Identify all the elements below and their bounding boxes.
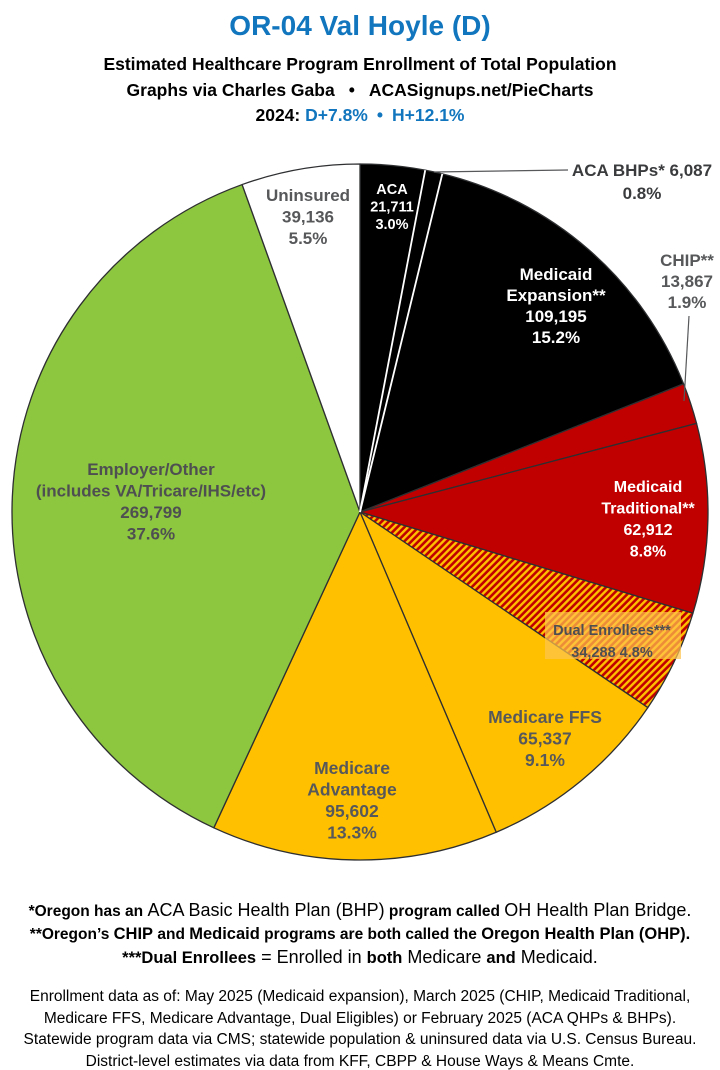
slice-label-chip: CHIP** 13,867 1.9% <box>660 251 714 312</box>
source-block: Enrollment data as of: May 2025 (Medicai… <box>0 986 720 1070</box>
pie-slice-employer-other <box>11 183 361 829</box>
partisan-year: 2024: <box>255 105 301 125</box>
credit-line: Graphs via Charles Gaba • ACASignups.net/P… <box>0 80 720 101</box>
footnote-bhp: *Oregon has an ACA Basic Health Plan (BH… <box>0 899 720 923</box>
credit-site: ACASignups.net/PieCharts <box>368 80 594 100</box>
slice-label-medicare-advantage: Medicare Advantage 95,602 13.3% <box>307 758 397 843</box>
footnote-segment: Medicaid. <box>515 947 598 967</box>
label-highlight-dual-enrollees <box>545 612 681 659</box>
slice-label-medicaid-traditional: Medicaid Traditional** 62,912 8.8% <box>601 479 695 561</box>
slice-separator <box>359 169 427 513</box>
pie-slice-uninsured <box>241 163 361 513</box>
page-title: OR-04 Val Hoyle (D) <box>229 10 491 41</box>
chart-subtitle: Estimated Healthcare Program Enrollment … <box>103 54 617 74</box>
slice-label-uninsured: Uninsured 39,136 5.5% <box>266 186 350 248</box>
partisan-dem: D+7.8% <box>305 105 368 125</box>
footnote-segment: Oregon Health Plan (OHP). <box>481 925 691 943</box>
footnote-segment: programs are both called the <box>259 926 482 943</box>
footnote-segment: *Oregon has an <box>28 903 148 920</box>
footnote-segment: program called <box>384 903 505 920</box>
footnote-segment: Medicare <box>402 947 487 967</box>
footnote-segment: and <box>153 926 190 943</box>
leader-line-chip <box>683 315 690 402</box>
footnote-segment: Medicaid <box>189 925 260 943</box>
partisan-house: H+12.1% <box>392 105 465 125</box>
pie-slice-medicare-advantage <box>213 511 497 861</box>
pie-slice-medicare-ffs <box>359 511 649 833</box>
footnote-ohp: **Oregon’s CHIP and Medicaid programs ar… <box>0 923 720 946</box>
slice-separator <box>359 173 444 513</box>
footnote-dual: ***Dual Enrollees = Enrolled in both Med… <box>0 946 720 970</box>
leader-line-aca-bhps <box>433 169 569 173</box>
footnote-segment: = Enrolled in <box>256 947 367 967</box>
credit-author: Graphs via Charles Gaba <box>126 80 335 100</box>
slice-label-medicaid-expansion: Medicaid Expansion** 109,195 15.2% <box>506 265 606 347</box>
source-line: Statewide program data via CMS; statewid… <box>23 1031 697 1048</box>
slice-label-employer-other: Employer/Other (includes VA/Tricare/IHS/e… <box>36 460 266 544</box>
pie-slice-medicaid-expansion <box>359 173 685 513</box>
footnote-segment: both <box>366 949 403 967</box>
footnote-segment: ***Dual Enrollees <box>122 949 257 967</box>
source-line: Enrollment data as of: May 2025 (Medicai… <box>29 988 691 1005</box>
source-line: District-level estimates via data from K… <box>85 1052 635 1070</box>
footnote-segment: ACA Basic Health Plan (BHP) <box>147 900 385 920</box>
slice-label-medicare-ffs: Medicare FFS 65,337 9.1% <box>488 707 602 770</box>
slice-label-aca-bhps: ACA BHPs* 6,087 0.8% <box>572 161 712 203</box>
slice-label-dual-enrollees: Dual Enrollees*** 34,288 4.8% <box>553 623 671 661</box>
footnote-segment: and <box>486 949 516 967</box>
partisan-lean-line: 2024: D+7.8% • H+12.1% <box>0 105 720 126</box>
footnote-segment: **Oregon’s <box>29 926 114 943</box>
footnote-segment: OH Health Plan Bridge. <box>504 900 692 920</box>
footnote-segment: CHIP <box>113 925 154 943</box>
slice-label-aca: ACA 21,711 3.0% <box>370 182 414 233</box>
pie-slice-medicaid-traditional <box>359 422 709 614</box>
partisan-bullet: • <box>376 105 384 125</box>
credit-bullet: • <box>348 80 355 100</box>
footnotes-block: *Oregon has an ACA Basic Health Plan (BH… <box>0 899 720 970</box>
source-line: Medicare FFS, Medicare Advantage, Dual E… <box>43 1009 677 1027</box>
